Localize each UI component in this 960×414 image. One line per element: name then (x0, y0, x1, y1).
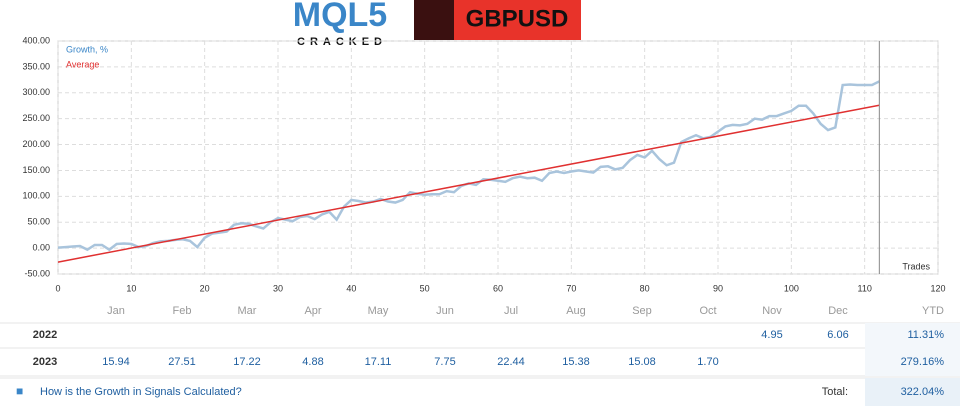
average-line (57, 104, 880, 263)
total-label: Total: (822, 386, 848, 398)
x-tick-label: 90 (713, 283, 723, 293)
x-tick-label: 50 (420, 283, 430, 293)
x-tick-label: 120 (930, 283, 945, 293)
logo: MQL5 (293, 0, 387, 34)
x-tick-label: 20 (200, 283, 210, 293)
year: 2022 (33, 329, 57, 341)
logo-sub: CRACKED (297, 36, 387, 48)
cell: 15.38 (562, 356, 590, 368)
column-header: Jan (107, 305, 125, 317)
x-tick-label: 70 (566, 283, 576, 293)
column-header: YTD (922, 305, 944, 317)
column-header: Apr (304, 305, 321, 317)
x-tick-label: 60 (493, 283, 503, 293)
x-tick-label: 0 (55, 283, 60, 293)
column-header: Dec (828, 305, 848, 317)
column-header: Aug (566, 305, 586, 317)
cell: 15.08 (628, 356, 656, 368)
cell: 4.95 (761, 329, 782, 341)
ytd-bg (865, 323, 960, 376)
cell: 22.44 (497, 356, 525, 368)
cell: 11.31% (908, 329, 945, 341)
column-header: Feb (173, 305, 192, 317)
y-tick-label: 350.00 (22, 61, 50, 71)
column-header: Nov (762, 305, 782, 317)
help-link[interactable]: How is the Growth in Signals Calculated? (40, 386, 242, 398)
column-header: May (368, 305, 389, 317)
x-axis-label: Trades (902, 261, 930, 271)
y-tick-label: 250.00 (22, 113, 50, 123)
column-header: Mar (238, 305, 257, 317)
x-tick-label: 40 (346, 283, 356, 293)
column-header: Oct (699, 305, 716, 317)
cell: 1.70 (697, 356, 718, 368)
legend-growth: Growth, % (66, 44, 108, 54)
total-value: 322.04% (901, 386, 945, 398)
y-tick-label: 400.00 (22, 35, 50, 45)
y-tick-label: 300.00 (22, 87, 50, 97)
y-tick-label: 0.00 (32, 242, 50, 252)
column-header: Jul (504, 305, 518, 317)
y-tick-label: 50.00 (27, 217, 50, 227)
x-tick-label: 110 (857, 283, 871, 293)
x-tick-label: 10 (126, 283, 136, 293)
x-tick-label: 100 (784, 283, 799, 293)
cell: 17.11 (365, 356, 392, 368)
column-header: Sep (632, 305, 652, 317)
cell: 7.75 (434, 356, 455, 368)
x-tick-label: 80 (640, 283, 650, 293)
y-tick-label: 200.00 (22, 139, 50, 149)
column-header: Jun (436, 305, 454, 317)
symbol: GBPUSD (466, 5, 569, 32)
growth-line (57, 80, 880, 252)
legend-average: Average (66, 59, 99, 69)
y-tick-label: -50.00 (24, 268, 50, 278)
cell: 4.88 (302, 356, 323, 368)
cell: 6.06 (827, 329, 848, 341)
cell: 17.22 (233, 356, 261, 368)
help-icon: ■ (16, 384, 23, 398)
y-tick-label: 150.00 (22, 165, 50, 175)
year: 2023 (33, 356, 57, 368)
symbol-icon (414, 0, 454, 40)
total-bg (865, 378, 960, 406)
cell: 15.94 (102, 356, 130, 368)
y-tick-label: 100.00 (22, 191, 50, 201)
cell: 279.16% (901, 356, 945, 368)
cell: 27.51 (168, 356, 196, 368)
x-tick-label: 30 (273, 283, 283, 293)
